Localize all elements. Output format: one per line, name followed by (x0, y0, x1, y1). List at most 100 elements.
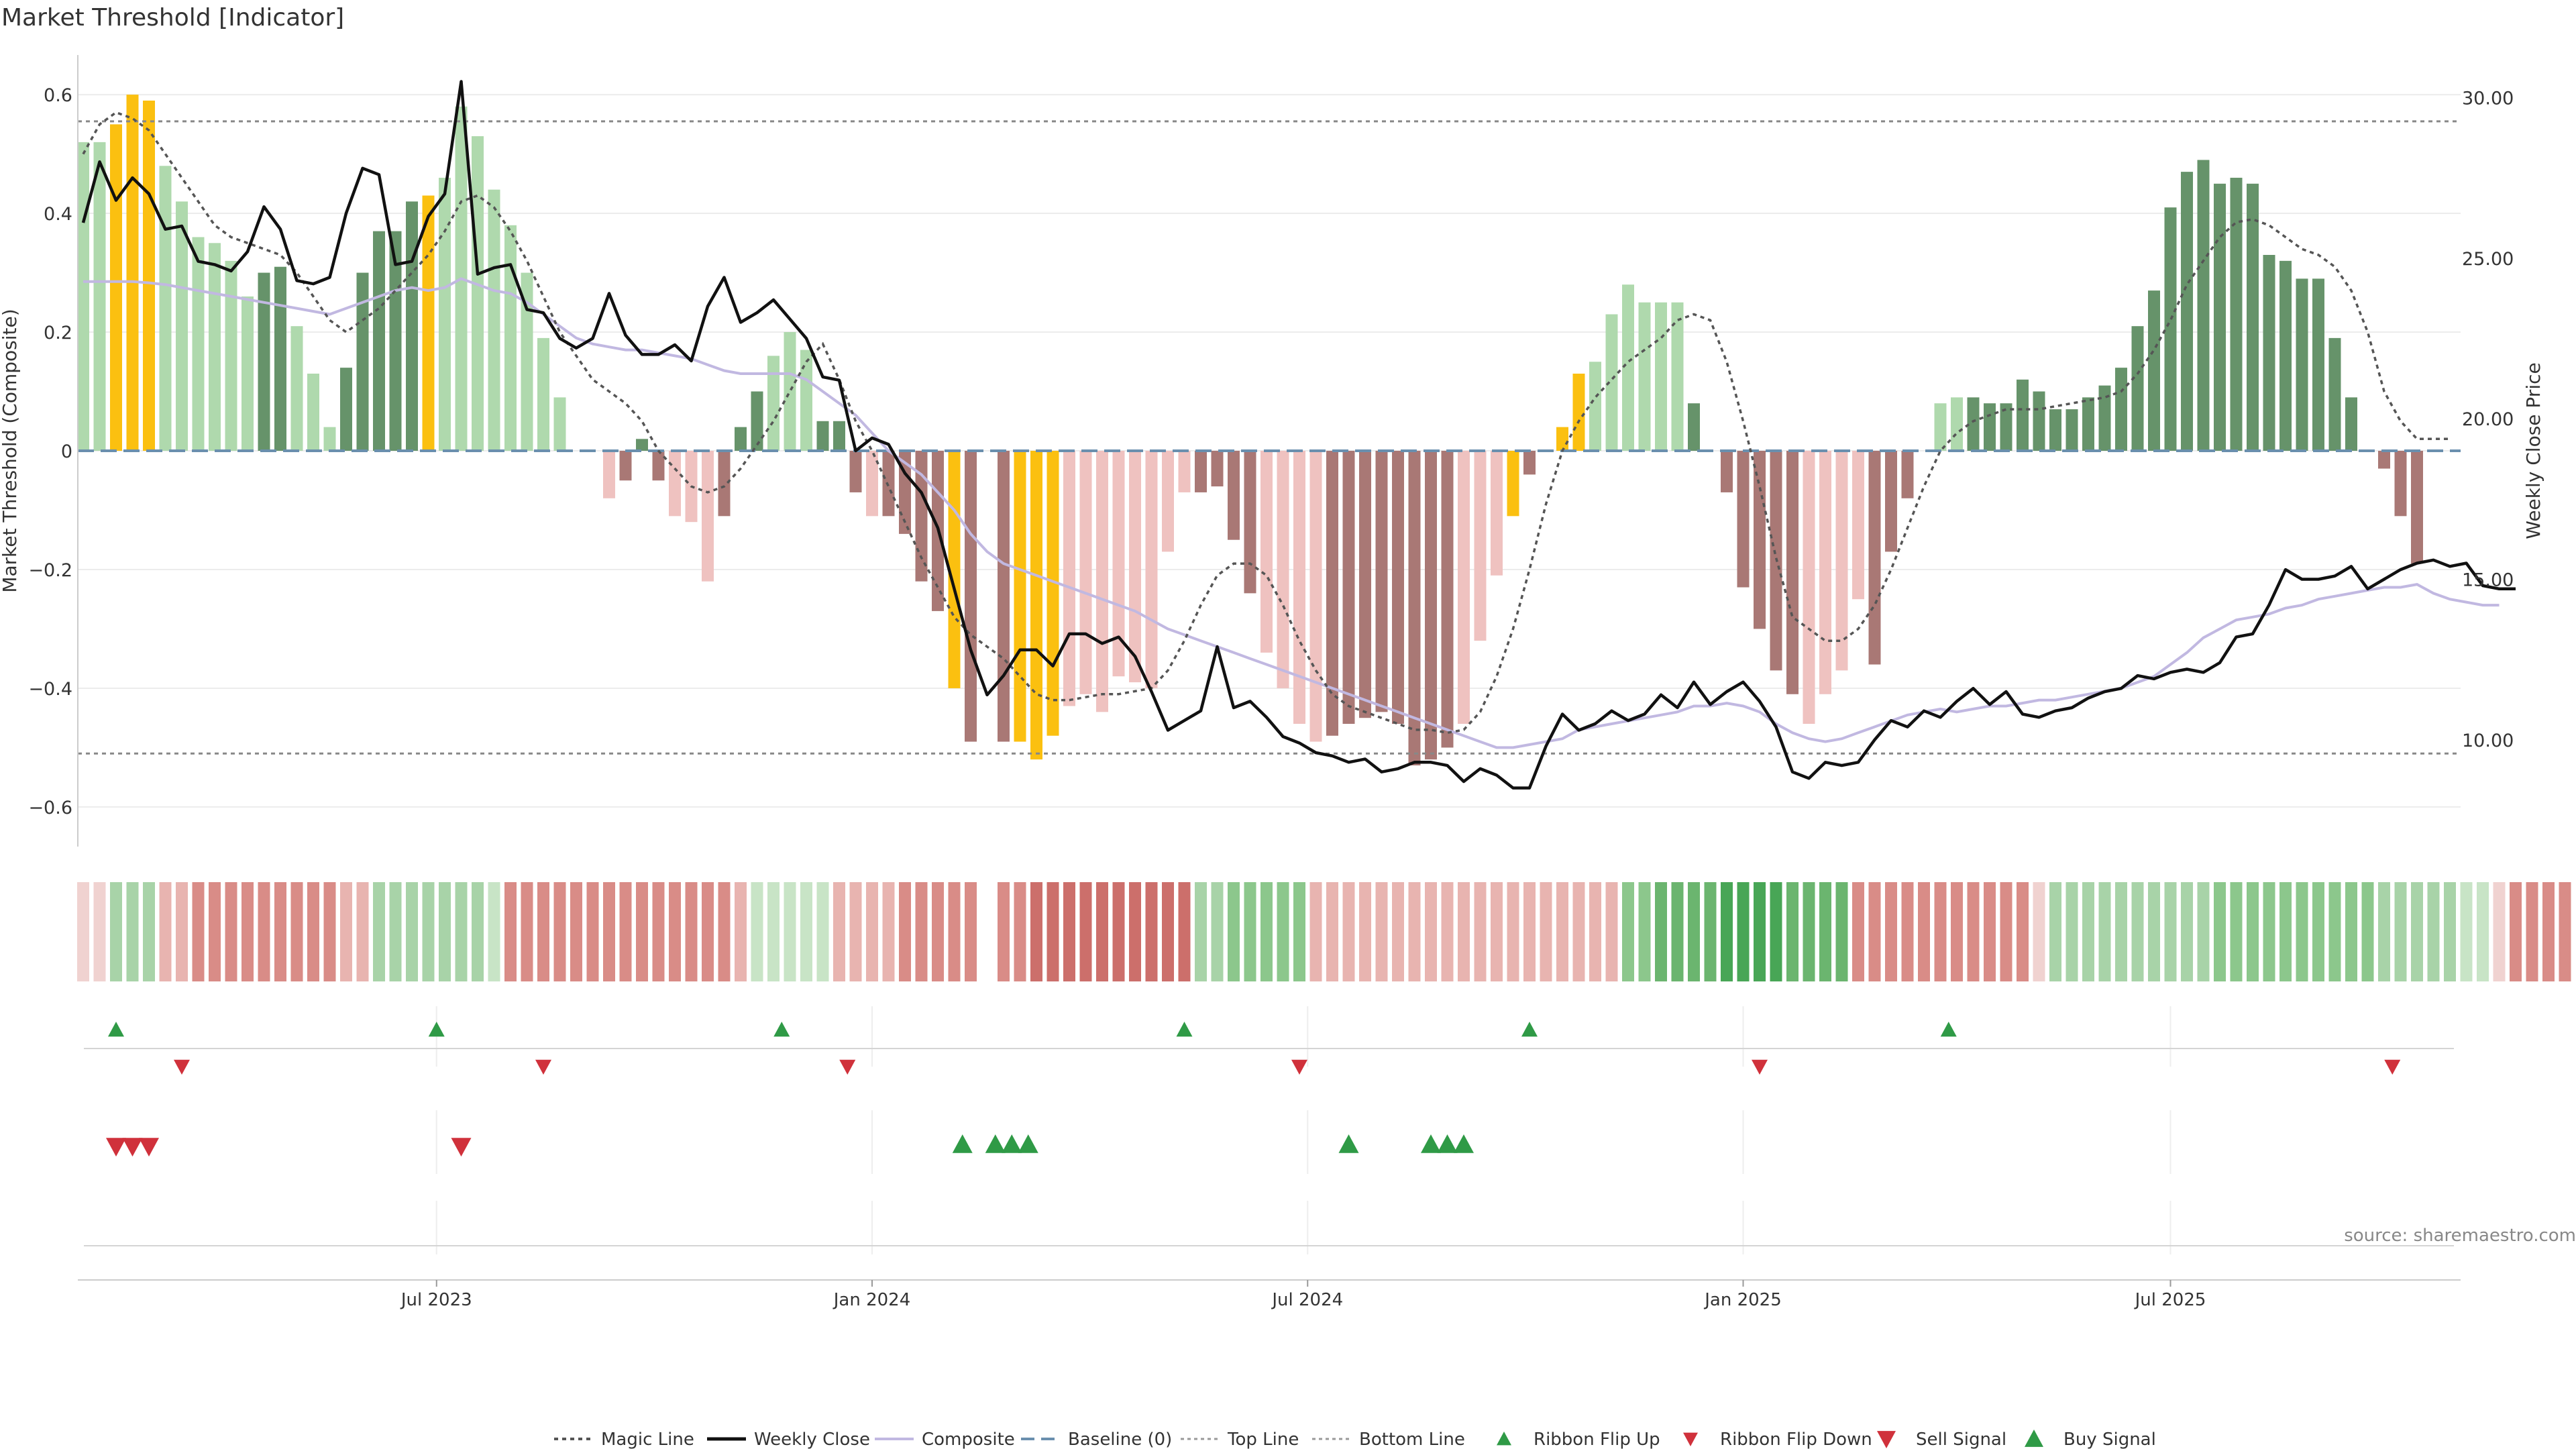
composite-bar (1112, 451, 1125, 677)
composite-bar (2065, 409, 2078, 451)
y-axis-right: 30.00 25.00 20.00 15.00 10.00 (2462, 88, 2514, 751)
ribbon-cell (1507, 882, 1519, 981)
composite-bar (1195, 451, 1207, 492)
ribbon-flip-down-marker (1752, 1059, 1768, 1075)
ribbon-cell (2312, 882, 2324, 981)
y-left-tick-label: −0.6 (28, 798, 72, 818)
ribbon-cell (110, 882, 122, 981)
ribbon-cell (323, 882, 336, 981)
ribbon-cell (2247, 882, 2259, 981)
ribbon-cell (2493, 882, 2506, 981)
composite-bar (603, 451, 615, 498)
ribbon-cell (1129, 882, 1141, 981)
y-right-tick-label: 15.00 (2462, 570, 2514, 590)
composite-bar (800, 350, 812, 451)
ribbon-cell (488, 882, 500, 981)
ribbon-cell (2131, 882, 2144, 981)
ribbon-cell (2477, 882, 2489, 981)
composite-bar (1491, 451, 1503, 576)
ribbon-flip-up-marker (1940, 1022, 1957, 1037)
ribbon-cell (570, 882, 582, 981)
composite-bar (816, 421, 829, 451)
ribbon-cell (1112, 882, 1125, 981)
ribbon-cell (2148, 882, 2160, 981)
buy-signal-marker (952, 1134, 973, 1153)
composite-bar (1408, 451, 1421, 765)
composite-bar (1458, 451, 1470, 724)
composite-bar (1096, 451, 1108, 712)
composite-bar (1901, 451, 1914, 498)
x-tick-label: Jan 2024 (833, 1290, 911, 1310)
ribbon-cell (833, 882, 845, 981)
ribbon-cell (504, 882, 517, 981)
composite-bar (1984, 403, 1996, 451)
ribbon-cell (192, 882, 205, 981)
composite-bar (258, 272, 270, 451)
ribbon-cell (290, 882, 303, 981)
ribbon-cell (1803, 882, 1815, 981)
y-left-tick-label: 0.6 (44, 85, 72, 106)
composite-bar (1145, 451, 1158, 688)
composite-bar (1441, 451, 1454, 748)
composite-bar (2017, 379, 2029, 451)
sell-signal-marker (451, 1138, 472, 1157)
composite-bar (1951, 397, 1963, 451)
ribbon-cell (2181, 882, 2193, 981)
ribbon-cell (1737, 882, 1750, 981)
ribbon-cell (866, 882, 878, 981)
composite-bar (718, 451, 731, 517)
legend-label: Weekly Close (754, 1430, 870, 1449)
legend-swatch (1497, 1432, 1511, 1446)
ribbon-cell (472, 882, 484, 981)
composite-bar (1211, 451, 1224, 487)
ribbon-cell (1441, 882, 1454, 981)
composite-bar (1277, 451, 1289, 688)
legend-label: Top Line (1227, 1430, 1299, 1449)
composite-bar (274, 266, 286, 451)
composite-bar (1671, 302, 1684, 451)
sell-signal-marker (122, 1138, 143, 1157)
ribbon-cell (1589, 882, 1601, 981)
ribbon-cell (1342, 882, 1355, 981)
ribbon-cell (899, 882, 911, 981)
composite-bar (1375, 451, 1388, 712)
y-left-tick-label: 0.2 (44, 323, 72, 343)
ribbon-cell (2296, 882, 2308, 981)
ribbon-cell (1277, 882, 1289, 981)
composite-bar (77, 142, 89, 451)
ribbon-cell (1901, 882, 1914, 981)
ribbon-cell (1819, 882, 1831, 981)
ribbon-cell (373, 882, 385, 981)
composite-bar (767, 356, 780, 451)
ribbon-cell (1885, 882, 1897, 981)
composite-bar (1244, 451, 1256, 594)
ribbon-cell (2394, 882, 2407, 981)
composite-bar (553, 397, 566, 451)
ribbon-cell (1984, 882, 1996, 981)
composite-bar (1392, 451, 1404, 724)
ribbon-cell (258, 882, 270, 981)
composite-bar (1046, 451, 1059, 736)
composite-bar (1293, 451, 1305, 724)
ribbon-cell (422, 882, 435, 981)
composite-bar (866, 451, 878, 517)
ribbon-cell (2378, 882, 2390, 981)
composite-bar (636, 439, 648, 451)
ribbon-cell (2263, 882, 2275, 981)
ribbon-cell (77, 882, 89, 981)
composite-bar (225, 260, 237, 451)
ribbon-cell (1852, 882, 1864, 981)
legend-swatch (1683, 1432, 1698, 1446)
ribbon-cell (1244, 882, 1256, 981)
ribbon-flip-down-marker (839, 1059, 856, 1075)
ribbon-cell (2115, 882, 2127, 981)
ribbon-cell (1030, 882, 1042, 981)
ribbon-cell (2411, 882, 2423, 981)
ribbon-cell (2230, 882, 2243, 981)
ribbon-cell (93, 882, 106, 981)
legend-label: Ribbon Flip Down (1720, 1430, 1872, 1449)
source-note: source: sharemaestro.com (2344, 1226, 2576, 1246)
ribbon-cell (1721, 882, 1733, 981)
ribbon-cell (2427, 882, 2440, 981)
